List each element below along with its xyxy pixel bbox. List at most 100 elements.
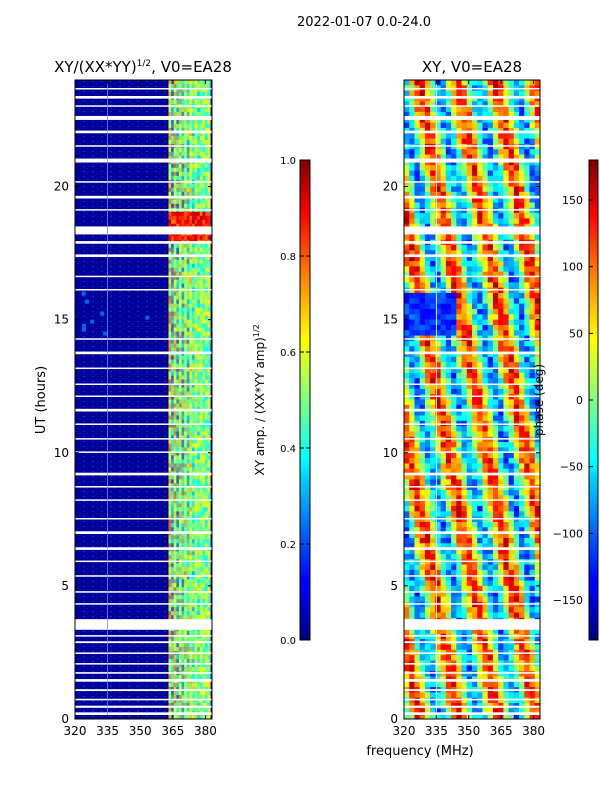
heatmap-cell <box>186 279 190 284</box>
heatmap-cell <box>445 490 452 496</box>
heatmap-cell <box>445 138 452 145</box>
heatmap-cell <box>207 555 211 560</box>
heatmap-cell <box>186 191 190 197</box>
heatmap-cell <box>207 519 211 524</box>
heatmap-cell <box>178 263 182 269</box>
heatmap-cell <box>191 311 195 316</box>
heatmap-cell <box>189 631 193 636</box>
heatmap-cell <box>181 411 185 416</box>
heatmap-cell <box>492 319 499 326</box>
heatmap-cell <box>202 571 206 576</box>
heatmap-cell <box>176 703 180 708</box>
heatmap-cell <box>409 506 415 512</box>
heatmap-cell <box>487 154 494 161</box>
heatmap-cell <box>477 181 483 187</box>
heatmap-cell <box>171 91 175 97</box>
heatmap-cell <box>202 367 206 372</box>
heatmap-cell <box>451 308 457 315</box>
heatmap-cell <box>519 170 525 177</box>
amplitude-panel-title: XY/(XX*YY)1/2, V0=EA28 <box>54 58 232 76</box>
heatmap-cell <box>205 303 208 308</box>
heatmap-cell <box>207 715 211 720</box>
heatmap-cell <box>178 483 182 488</box>
heatmap-cell <box>519 165 525 171</box>
heatmap-cell <box>466 383 473 390</box>
colorbar-tick-label: 1.0 <box>280 156 296 167</box>
heatmap-cell <box>498 197 504 203</box>
heatmap-cell <box>197 215 201 221</box>
heatmap-cell <box>519 314 525 320</box>
heatmap-cell <box>419 426 426 432</box>
heatmap-cell <box>435 447 441 454</box>
heatmap-cell <box>168 599 172 604</box>
heatmap-cell <box>173 107 177 113</box>
heatmap-cell <box>461 261 468 267</box>
heatmap-cell <box>461 250 468 257</box>
heatmap-cell <box>176 391 180 396</box>
heatmap-cell <box>181 519 185 524</box>
heatmap-cell <box>173 319 177 324</box>
heatmap-cell <box>207 447 211 452</box>
heatmap-cell <box>456 346 462 352</box>
heatmap-cell <box>207 223 211 229</box>
heatmap-cell <box>445 293 452 299</box>
heatmap-cell <box>424 133 431 139</box>
heatmap-cell <box>445 548 452 555</box>
heatmap-cell <box>424 90 431 97</box>
heatmap-cell <box>492 404 499 411</box>
heatmap-cell <box>189 343 193 348</box>
heatmap-cell <box>173 363 177 368</box>
heatmap-cell <box>529 452 536 459</box>
heatmap-cell <box>181 607 185 612</box>
heatmap-cell <box>207 659 211 664</box>
heatmap-cell <box>186 515 190 520</box>
heatmap-cell <box>178 543 182 548</box>
heatmap-cell <box>199 83 203 89</box>
heatmap-cell <box>205 427 208 432</box>
heatmap-cell <box>176 119 180 125</box>
heatmap-cell <box>404 261 410 267</box>
heatmap-cell <box>202 295 206 300</box>
heatmap-cell <box>189 451 193 456</box>
heatmap-cell <box>199 451 203 456</box>
heatmap-cell <box>168 411 172 416</box>
heatmap-cell <box>414 245 420 251</box>
heatmap-cell <box>440 255 447 262</box>
heatmap-cell <box>178 395 182 400</box>
heatmap-cell <box>498 388 504 395</box>
heatmap-cell <box>419 330 426 336</box>
heatmap-cell <box>498 495 504 501</box>
flagged-row <box>75 575 212 577</box>
heatmap-cell <box>178 223 182 229</box>
heatmap-cell <box>456 213 462 219</box>
heatmap-cell <box>197 435 201 440</box>
heatmap-cell <box>503 340 509 347</box>
heatmap-cell <box>197 327 201 332</box>
heatmap-cell <box>189 331 193 336</box>
heatmap-cell <box>184 271 188 276</box>
heatmap-cell <box>419 404 426 411</box>
heatmap-cell <box>414 213 420 219</box>
heatmap-cell <box>173 175 177 181</box>
heatmap-cell <box>451 80 457 86</box>
heatmap-cell <box>191 271 195 276</box>
heatmap-cell <box>513 324 520 331</box>
heatmap-cell <box>205 615 208 620</box>
heatmap-cell <box>435 154 441 161</box>
heatmap-cell <box>171 83 175 89</box>
heatmap-cell <box>430 351 436 358</box>
heatmap-cell <box>492 521 499 528</box>
heatmap-cell <box>461 527 468 533</box>
heatmap-cell <box>186 415 190 420</box>
heatmap-cell <box>519 218 525 225</box>
heatmap-cell <box>181 347 185 352</box>
heatmap-cell <box>529 255 536 262</box>
heatmap-cell <box>176 575 180 580</box>
heatmap-cell <box>171 135 175 141</box>
heatmap-cell <box>202 595 206 600</box>
heatmap-cell <box>487 261 494 267</box>
heatmap-cell <box>456 191 462 198</box>
heatmap-cell <box>445 133 452 139</box>
heatmap-cell <box>435 330 441 336</box>
heatmap-cell <box>424 495 431 501</box>
